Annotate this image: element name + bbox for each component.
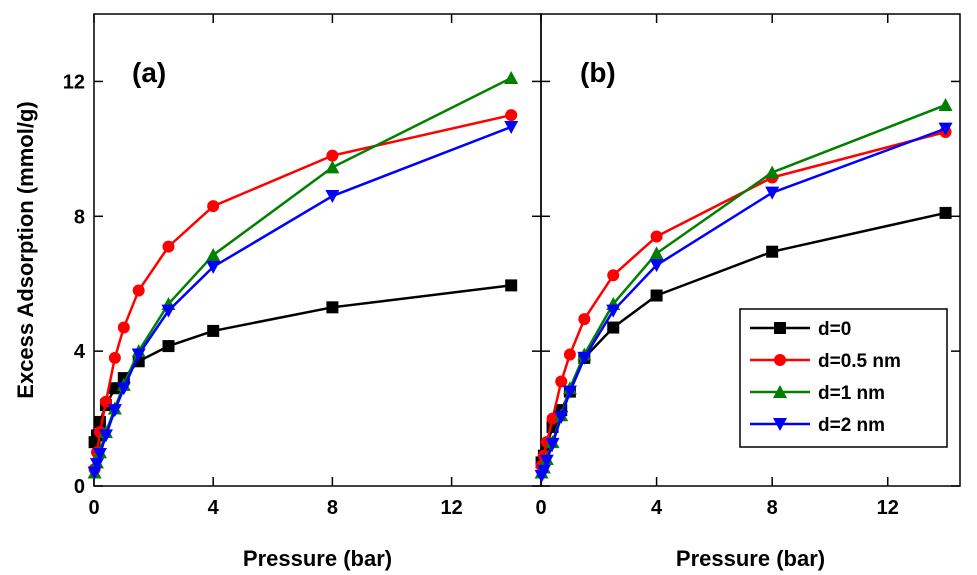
data-point — [650, 230, 663, 243]
legend-marker — [773, 418, 787, 431]
series-line — [93, 284, 512, 443]
data-point — [326, 149, 339, 162]
data-point — [505, 109, 518, 122]
legend-item-d1: d=1 nm — [750, 383, 885, 404]
legend-label: d=1 nm — [818, 383, 885, 404]
data-point — [132, 284, 145, 297]
data-point — [108, 382, 121, 395]
data-point — [107, 404, 122, 418]
x-tick-label: 8 — [327, 497, 338, 519]
legend: d=0 d=0.5 nm d=1 nm d=2 nm — [739, 308, 948, 448]
series-line — [93, 76, 512, 473]
data-point — [555, 375, 568, 388]
data-point — [562, 385, 577, 399]
series-d0 — [88, 279, 518, 449]
y-tick-label: 12 — [63, 71, 85, 93]
legend-marker — [774, 322, 786, 334]
data-point — [325, 190, 340, 204]
data-point — [326, 301, 339, 314]
legend-marker — [774, 354, 786, 366]
data-point — [98, 429, 113, 443]
y-tick-label: 0 — [74, 476, 85, 498]
x-tick-label: 4 — [208, 497, 220, 519]
data-point — [504, 120, 519, 134]
data-point — [131, 348, 146, 362]
y-tick-label: 8 — [74, 206, 85, 228]
data-point — [606, 304, 621, 318]
data-point — [649, 259, 664, 273]
x-tick-label: 12 — [877, 497, 899, 519]
data-point — [546, 412, 559, 425]
data-point — [766, 245, 779, 258]
x-tick-label: 0 — [535, 497, 546, 519]
data-point — [939, 206, 952, 219]
data-point — [87, 466, 102, 480]
x-tick-label: 12 — [440, 497, 462, 519]
series-d2 — [534, 122, 953, 483]
plot-frame — [540, 13, 961, 487]
x-axis-title: Pressure (bar) — [243, 546, 392, 571]
data-point — [92, 447, 107, 461]
data-point — [607, 321, 620, 334]
data-point — [650, 289, 663, 302]
data-point — [117, 321, 130, 334]
legend-label: d=2 nm — [818, 415, 885, 436]
y-tick-label: 4 — [74, 341, 86, 363]
data-point — [325, 160, 340, 174]
data-point — [505, 279, 518, 292]
data-point — [536, 464, 551, 478]
legend-item-d0: d=0 — [750, 319, 851, 340]
panels: 0 4 8 12 0 4 8 12 (a) Pressure (bar) 0 4 8 12 (b) Press… — [63, 13, 961, 571]
panel-a: 0 4 8 12 0 4 8 12 (a) Pressure (bar) — [63, 13, 542, 571]
legend-label: d=0 — [818, 319, 851, 340]
panel-tag: (a) — [132, 57, 166, 88]
x-tick-label: 4 — [651, 497, 663, 519]
data-point — [607, 269, 620, 282]
legend-marker — [773, 385, 787, 398]
data-point — [207, 200, 220, 213]
legend-label: d=0.5 nm — [818, 351, 901, 372]
data-point — [649, 246, 664, 260]
data-point — [765, 186, 780, 200]
panel-tag: (b) — [580, 57, 616, 88]
data-point — [539, 454, 554, 468]
data-point — [207, 324, 220, 337]
data-point — [162, 340, 175, 353]
data-point — [577, 351, 592, 365]
series-line — [93, 125, 512, 473]
legend-item-d2: d=2 nm — [750, 415, 885, 436]
panel-b: 0 4 8 12 (b) Pressure (bar) — [534, 13, 961, 571]
x-tick-label: 0 — [88, 497, 99, 519]
data-point — [162, 240, 175, 253]
data-point — [206, 248, 221, 262]
data-point — [89, 458, 104, 472]
x-tick-label: 8 — [767, 497, 778, 519]
data-point — [545, 437, 560, 451]
x-axis-title: Pressure (bar) — [676, 546, 825, 571]
y-axis-title: Excess Adsorption (mmol/g) — [13, 101, 38, 398]
data-point — [108, 351, 121, 364]
legend-item-d05: d=0.5 nm — [750, 351, 901, 372]
data-point — [161, 304, 176, 318]
data-point — [765, 165, 780, 179]
data-point — [116, 382, 131, 396]
data-point — [938, 98, 953, 112]
series-d1 — [87, 71, 519, 479]
data-point — [563, 348, 576, 361]
data-point — [504, 71, 519, 85]
series-d2 — [87, 120, 519, 480]
data-point — [554, 410, 569, 424]
data-point — [938, 122, 953, 136]
data-point — [206, 260, 221, 274]
data-point — [578, 313, 591, 326]
